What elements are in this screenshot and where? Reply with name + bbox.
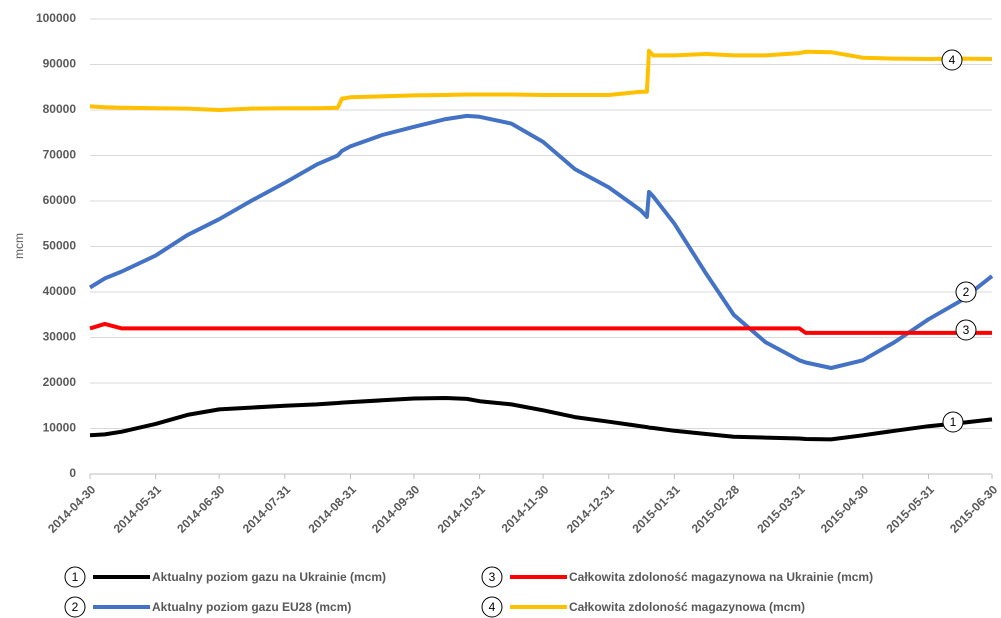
legend-label: Całkowita zdoloność magazynowa (mcm): [569, 600, 805, 614]
x-tick-label: 2014-04-30: [45, 482, 99, 536]
legend-tag: 1: [72, 570, 79, 584]
x-tick-label: 2014-08-31: [305, 482, 359, 536]
series-line: [89, 396, 993, 442]
series-line: [89, 321, 992, 335]
legend-tag-circle: [481, 596, 503, 618]
legend-tag-circle: [64, 566, 86, 588]
y-tick-label: 30000: [43, 330, 77, 344]
series-tag: 4: [949, 53, 956, 67]
x-tick-label: 2014-05-31: [111, 482, 165, 536]
x-tick-label: 2014-07-31: [240, 482, 294, 536]
legend-tag-circle: [64, 596, 86, 618]
series-tag-circle: [942, 411, 964, 433]
x-tick-label: 2015-05-31: [884, 482, 938, 536]
x-tick-label: 2014-11-30: [499, 482, 552, 535]
x-tick-label: 2014-06-30: [174, 482, 228, 536]
legend-tag: 4: [489, 600, 496, 614]
legend-label: Całkowita zdoloność magazynowa na Ukrain…: [569, 570, 873, 584]
y-tick-label: 0: [69, 466, 76, 480]
series-tag-circle: [955, 281, 977, 303]
y-axis-label: mcm: [12, 233, 26, 259]
legend-label: Aktualny poziom gazu na Ukrainie (mcm): [152, 570, 386, 584]
x-tick-label: 2015-02-28: [689, 482, 743, 536]
series-line: [89, 48, 993, 112]
series-tag: 1: [950, 415, 957, 429]
x-tick-label: 2015-01-31: [629, 482, 683, 536]
y-tick-label: 80000: [43, 102, 77, 116]
legend-label: Aktualny poziom gazu EU28 (mcm): [152, 600, 351, 614]
y-tick-label: 100000: [36, 11, 76, 25]
x-tick-label: 2015-03-31: [754, 482, 808, 536]
legend-tag: 3: [489, 570, 496, 584]
y-tick-label: 20000: [43, 375, 77, 389]
series-tag-circle: [955, 319, 977, 341]
y-tick-label: 90000: [43, 57, 77, 71]
y-tick-label: 50000: [43, 239, 77, 253]
x-tick-label: 2014-12-31: [564, 482, 618, 536]
legend-tag-circle: [481, 566, 503, 588]
y-tick-label: 70000: [43, 148, 77, 162]
series-line: [88, 113, 994, 370]
series-tag: 2: [963, 285, 970, 299]
x-tick-label: 2015-06-30: [947, 482, 1001, 536]
x-tick-label: 2015-04-30: [818, 482, 872, 536]
series-tag-circle: [941, 49, 963, 71]
series-tag: 3: [963, 323, 970, 337]
y-tick-label: 10000: [43, 421, 77, 435]
x-tick-label: 2014-10-31: [435, 482, 489, 536]
legend-tag: 2: [72, 600, 79, 614]
x-tick-label: 2014-09-30: [369, 482, 423, 536]
y-tick-label: 40000: [43, 284, 77, 298]
y-tick-label: 60000: [43, 193, 77, 207]
